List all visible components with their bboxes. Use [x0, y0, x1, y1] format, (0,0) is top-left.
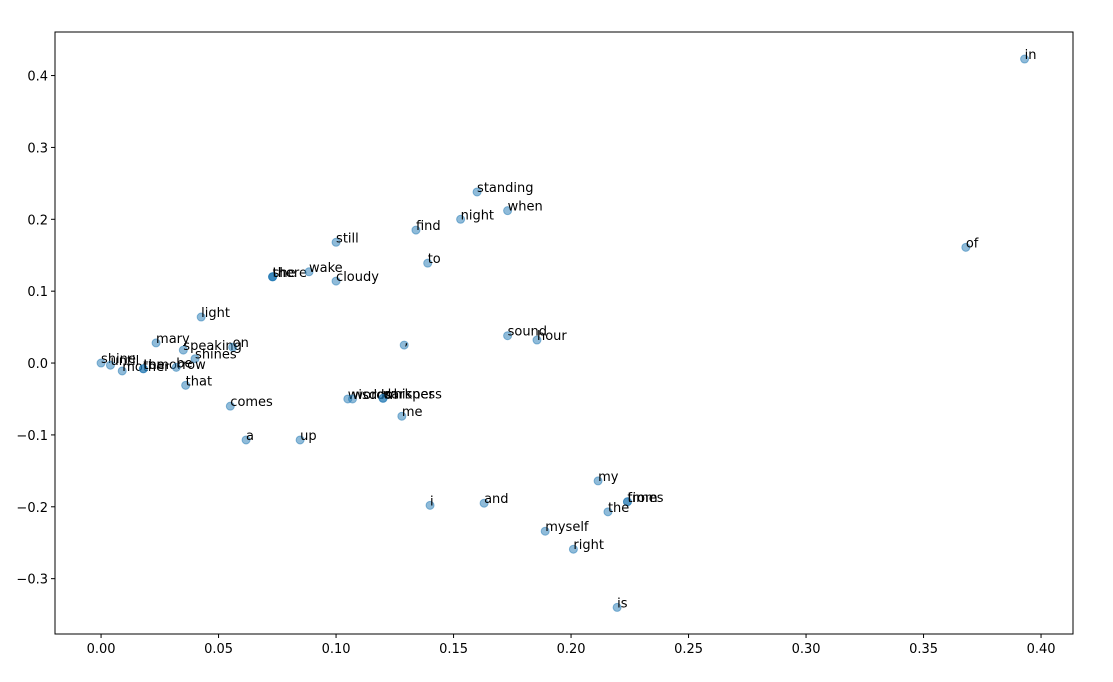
point	[503, 331, 513, 341]
point-label: be	[176, 356, 192, 371]
point-label: times	[627, 491, 663, 506]
point	[503, 206, 513, 216]
point-label: the	[143, 358, 164, 373]
point-label: when	[508, 200, 543, 215]
point	[225, 401, 235, 411]
point	[171, 362, 181, 372]
point-label: there	[273, 266, 307, 281]
point-label: until	[110, 354, 139, 369]
point	[399, 340, 409, 350]
point	[411, 225, 421, 235]
point	[540, 526, 550, 536]
x-tick-label: 0.20	[557, 642, 586, 657]
point-label: of	[966, 236, 979, 251]
point	[268, 272, 278, 282]
point	[612, 602, 622, 612]
point-label: from	[627, 491, 657, 506]
point-label: up	[300, 429, 317, 444]
point-label: to	[428, 252, 441, 267]
point-label: cloudy	[336, 270, 379, 285]
point	[472, 187, 482, 197]
point-label: light	[201, 306, 230, 321]
point	[304, 267, 314, 277]
point	[1020, 54, 1030, 64]
point	[228, 342, 238, 352]
point-label: wake	[309, 261, 343, 276]
point	[456, 214, 466, 224]
point	[190, 354, 200, 364]
point-label: a	[246, 429, 254, 444]
x-tick-label: 0.25	[674, 642, 703, 657]
point-label: find	[416, 219, 441, 234]
point-label: standing	[477, 181, 533, 196]
x-tick-label: 0.05	[204, 642, 233, 657]
point-label: still	[336, 231, 359, 246]
point-label: me	[402, 405, 423, 420]
point	[397, 411, 407, 421]
point-label: that	[186, 374, 212, 389]
y-tick-label: −0.3	[16, 573, 48, 588]
y-tick-label: −0.2	[16, 501, 48, 516]
point-label: on	[233, 336, 249, 351]
x-tick-label: 0.10	[322, 642, 351, 657]
point-label: and	[484, 492, 508, 507]
x-tick-label: 0.35	[909, 642, 938, 657]
point-label: night	[461, 208, 494, 223]
point	[331, 237, 341, 247]
point-label: darkness	[383, 387, 442, 402]
point	[568, 544, 578, 554]
point	[622, 497, 632, 507]
point-label: speaking	[183, 339, 242, 354]
point	[961, 242, 971, 252]
point	[181, 380, 191, 390]
point	[178, 345, 188, 355]
point	[331, 276, 341, 286]
y-tick-label: −0.1	[16, 429, 48, 444]
point	[295, 435, 305, 445]
y-tick-label: 0.3	[27, 141, 48, 156]
point-label: myself	[545, 520, 589, 535]
point-label: ,	[404, 334, 408, 349]
point	[241, 435, 251, 445]
point-label: is	[617, 596, 628, 611]
point-label: i	[430, 494, 434, 509]
plot-frame	[54, 31, 1074, 635]
point	[151, 338, 161, 348]
x-tick-label: 0.40	[1027, 642, 1056, 657]
point	[196, 312, 206, 322]
point	[425, 500, 435, 510]
point-label: she	[273, 266, 296, 281]
point	[138, 364, 148, 374]
point-label: whisper	[383, 387, 435, 402]
point	[593, 476, 603, 486]
point-label: mary	[156, 332, 190, 347]
point	[105, 360, 115, 370]
point-label: hour	[537, 329, 567, 344]
point	[532, 335, 542, 345]
x-tick-label: 0.30	[792, 642, 821, 657]
point	[117, 366, 127, 376]
point	[348, 394, 358, 404]
y-tick-label: 0.4	[27, 70, 48, 85]
point	[423, 258, 433, 268]
y-tick-label: 0.1	[27, 285, 48, 300]
point-label: right	[573, 538, 604, 553]
x-tick-label: 0.15	[439, 642, 468, 657]
point	[96, 358, 106, 368]
point	[378, 393, 388, 403]
point-label: shines	[195, 348, 237, 363]
x-tick-label: 0.00	[87, 642, 116, 657]
y-tick-label: 0.0	[27, 357, 48, 372]
point-label: comes	[230, 395, 273, 410]
point-label: the	[273, 266, 294, 281]
y-tick-label: 0.2	[27, 213, 48, 228]
point	[603, 507, 613, 517]
point-label: my	[598, 470, 619, 485]
point-label: the	[608, 501, 629, 516]
point-label: in	[1025, 48, 1037, 63]
point	[479, 498, 489, 508]
